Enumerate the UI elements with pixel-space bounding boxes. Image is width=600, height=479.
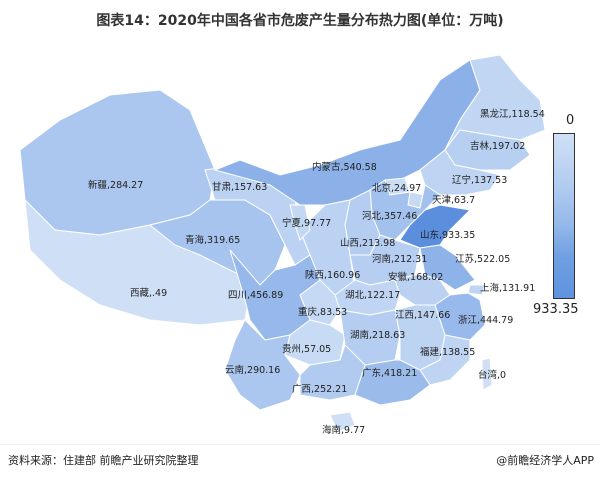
province-label: 江苏,522.05 — [455, 253, 510, 265]
province-label: 贵州,57.05 — [282, 343, 331, 355]
province-label: 山东,933.35 — [420, 229, 475, 241]
province-label: 上海,131.91 — [480, 282, 535, 294]
province-label: 北京,24.97 — [372, 182, 421, 194]
province-label: 甘肃,157.63 — [212, 181, 267, 193]
province-label: 新疆,284.27 — [88, 179, 143, 191]
province-label: 河南,212.31 — [372, 253, 427, 265]
province-region — [329, 411, 356, 433]
province-label: 宁夏,97.77 — [282, 217, 331, 229]
province-label: 广西,252.21 — [292, 383, 347, 395]
province-label: 浙江,444.79 — [458, 314, 513, 326]
province-label: 吉林,197.02 — [470, 140, 525, 152]
brand-credit: @前瞻经济学人APP — [496, 454, 594, 467]
legend-max-label: 933.35 — [533, 302, 579, 317]
province-region — [148, 199, 286, 286]
province-label: 陕西,160.96 — [305, 269, 360, 281]
province-label: 湖北,122.17 — [345, 290, 400, 301]
province-label: 云南,290.16 — [225, 364, 280, 376]
province-label: 福建,138.55 — [420, 346, 475, 358]
province-label: 河北,357.46 — [362, 210, 417, 222]
province-label: 辽宁,137.53 — [452, 174, 507, 186]
divider — [0, 444, 600, 445]
chart-title: 图表14：2020年中国各省市危废产生量分布热力图(单位：万吨) — [96, 13, 504, 29]
province-region — [299, 344, 366, 401]
province-label: 黑龙江,118.54 — [480, 108, 545, 120]
source-note: 资料来源：住建部 前瞻产业研究院整理 — [8, 454, 199, 467]
province-region — [399, 204, 472, 249]
province-region — [19, 89, 216, 236]
province-label: 安徽,168.02 — [388, 271, 443, 283]
province-label: 四川,456.89 — [228, 290, 283, 301]
province-label: 重庆,83.53 — [298, 306, 347, 318]
province-region — [284, 319, 346, 366]
province-label: 广东,418.21 — [362, 367, 417, 379]
province-region — [481, 357, 493, 391]
province-label: 台湾,0 — [478, 369, 506, 381]
province-label: 山西,213.98 — [340, 238, 395, 249]
province-region — [419, 334, 471, 386]
province-label: 湖南,218.63 — [350, 329, 405, 341]
province-label: 天津,63.7 — [432, 195, 475, 206]
province-label: 内蒙古,540.58 — [312, 161, 377, 173]
legend-min-label: 0 — [566, 113, 575, 128]
province-region — [289, 204, 311, 241]
legend-color-bar — [553, 133, 575, 299]
province-label: 海南,9.77 — [322, 424, 365, 436]
province-region — [229, 249, 321, 341]
province-label: 江西,147.66 — [395, 310, 450, 321]
province-label: 青海,319.65 — [185, 234, 240, 246]
province-label: 西藏,.49 — [130, 287, 167, 299]
province-region — [354, 359, 431, 406]
province-region — [467, 284, 486, 296]
province-region — [224, 319, 301, 411]
